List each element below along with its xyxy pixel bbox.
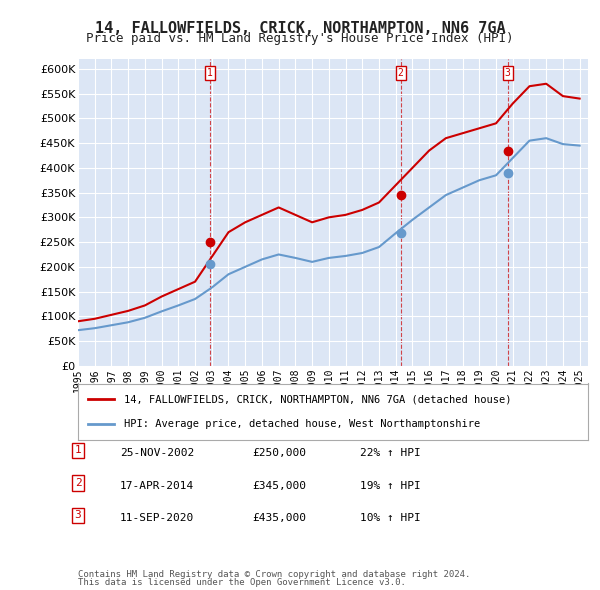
Text: 19% ↑ HPI: 19% ↑ HPI xyxy=(360,481,421,491)
Text: 14, FALLOWFIELDS, CRICK, NORTHAMPTON, NN6 7GA: 14, FALLOWFIELDS, CRICK, NORTHAMPTON, NN… xyxy=(95,21,505,35)
Text: 11-SEP-2020: 11-SEP-2020 xyxy=(120,513,194,523)
Text: 2: 2 xyxy=(74,478,82,488)
Text: HPI: Average price, detached house, West Northamptonshire: HPI: Average price, detached house, West… xyxy=(124,419,480,429)
Text: Contains HM Land Registry data © Crown copyright and database right 2024.: Contains HM Land Registry data © Crown c… xyxy=(78,571,470,579)
Text: £250,000: £250,000 xyxy=(252,448,306,458)
Text: 17-APR-2014: 17-APR-2014 xyxy=(120,481,194,491)
Text: 25-NOV-2002: 25-NOV-2002 xyxy=(120,448,194,458)
Text: 3: 3 xyxy=(74,510,82,520)
Text: This data is licensed under the Open Government Licence v3.0.: This data is licensed under the Open Gov… xyxy=(78,578,406,587)
Text: £345,000: £345,000 xyxy=(252,481,306,491)
Text: Price paid vs. HM Land Registry's House Price Index (HPI): Price paid vs. HM Land Registry's House … xyxy=(86,32,514,45)
Text: 22% ↑ HPI: 22% ↑ HPI xyxy=(360,448,421,458)
Text: 3: 3 xyxy=(505,68,511,78)
Text: 1: 1 xyxy=(74,445,82,455)
Text: 2: 2 xyxy=(398,68,404,78)
Text: 1: 1 xyxy=(207,68,213,78)
Text: 10% ↑ HPI: 10% ↑ HPI xyxy=(360,513,421,523)
Text: £435,000: £435,000 xyxy=(252,513,306,523)
Text: 14, FALLOWFIELDS, CRICK, NORTHAMPTON, NN6 7GA (detached house): 14, FALLOWFIELDS, CRICK, NORTHAMPTON, NN… xyxy=(124,394,511,404)
